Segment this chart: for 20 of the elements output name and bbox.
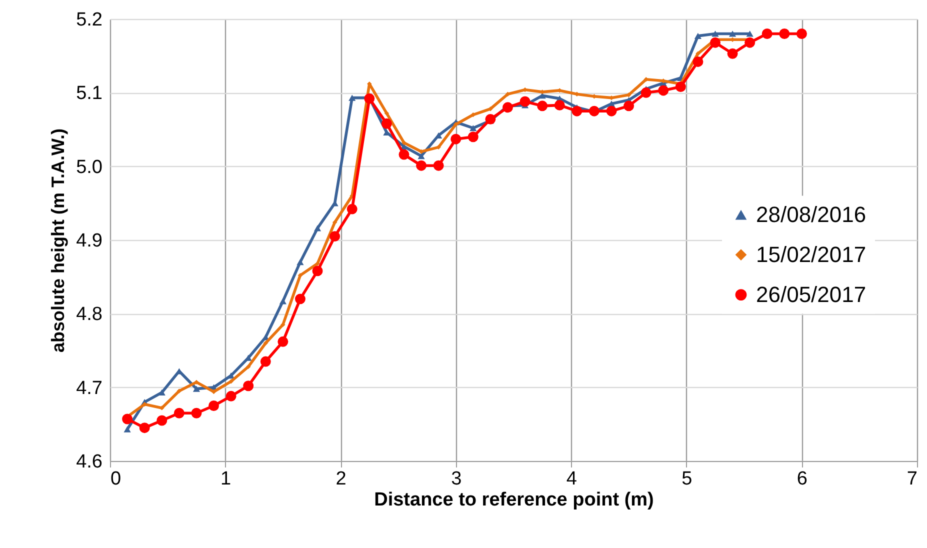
x-tick-label: 3 [451,468,462,490]
x-tick-label: 1 [220,468,232,490]
x-tick-label: 2 [336,468,346,490]
x-tick-label: 5 [682,468,692,490]
legend-label: 15/02/2017 [756,242,866,267]
y-axis-title: absolute height (m T.A.W.) [48,128,68,352]
y-tick-label: 5.2 [76,10,102,30]
x-tick-label: 0 [110,468,122,490]
x-tick-label: 7 [906,468,918,490]
x-axis-title: Distance to reference point (m) [374,490,654,510]
y-tick-label: 5.0 [76,156,102,178]
x-tick-label: 4 [566,468,578,490]
y-tick-label: 4.8 [76,304,102,326]
y-tick-label: 5.1 [76,83,102,104]
y-tick-label: 4.6 [76,452,102,472]
x-tick-label: 6 [796,468,808,490]
y-tick-label: 4.9 [76,230,102,252]
legend-label: 26/05/2017 [756,282,866,307]
legend-label: 28/08/2016 [756,202,866,227]
y-tick-label: 4.7 [76,378,102,399]
